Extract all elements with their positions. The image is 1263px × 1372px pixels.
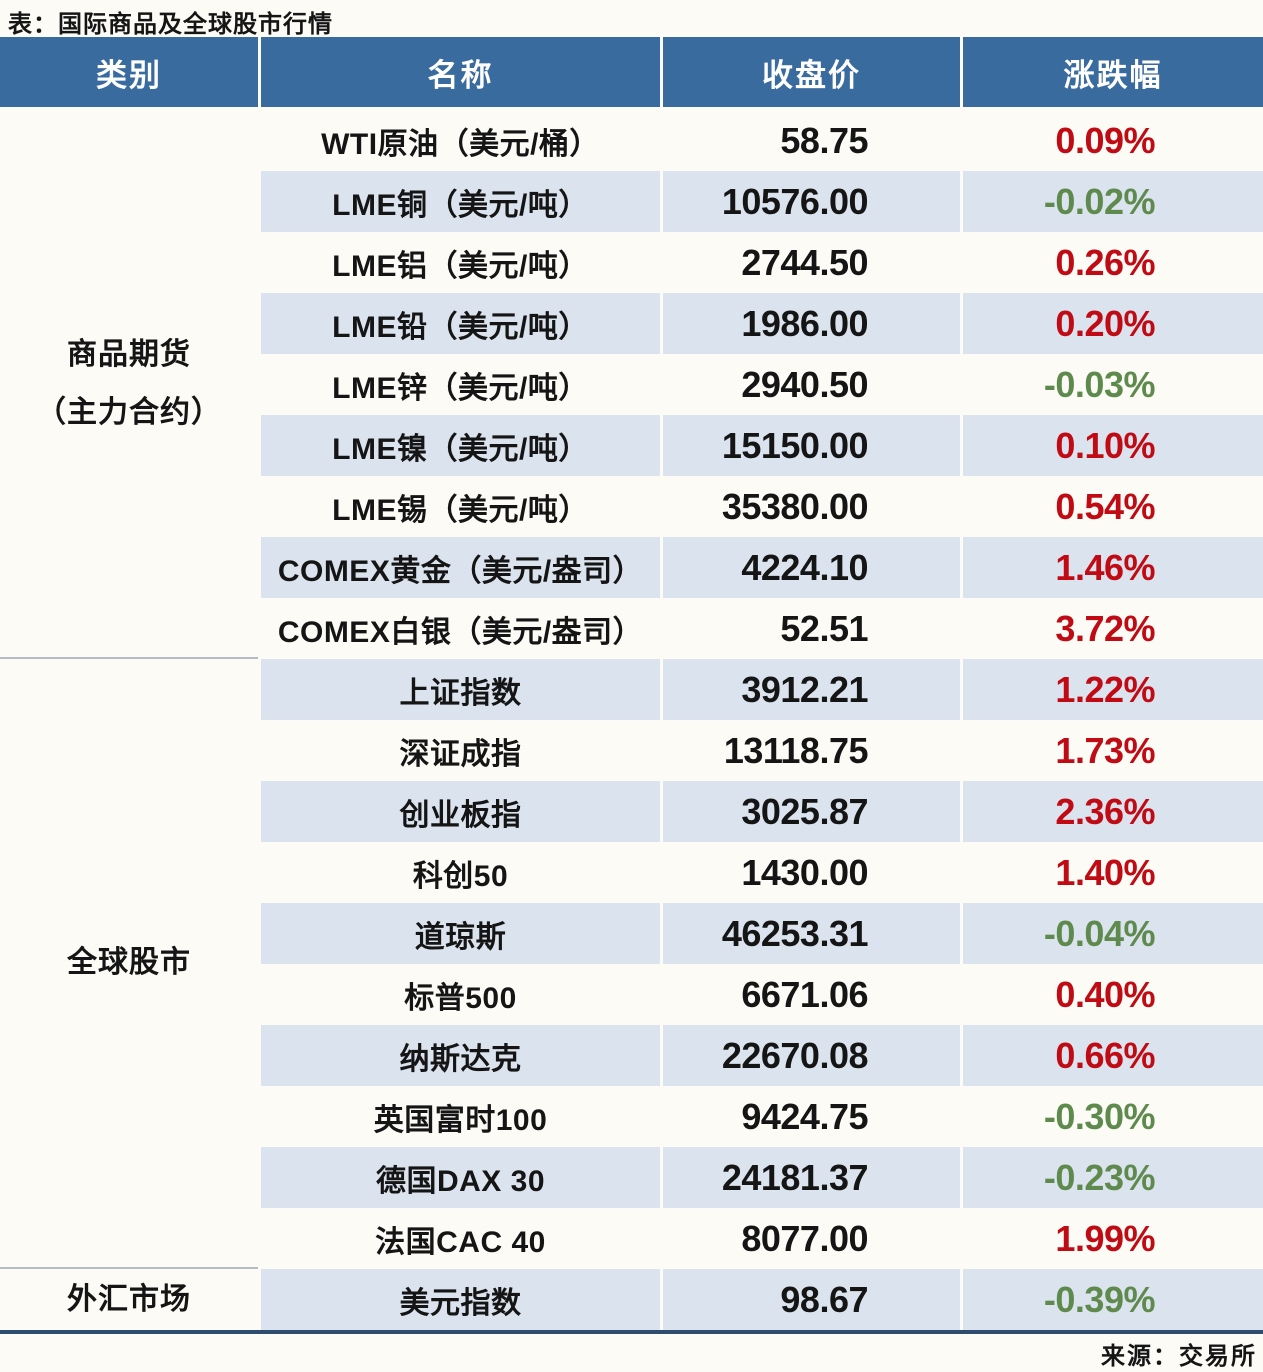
name-cell: 上证指数 [258, 659, 660, 720]
name-cell: 深证成指 [258, 720, 660, 781]
header-cell-category: 类别 [96, 57, 162, 93]
table-row: LME铜（美元/吨） 10576.00 -0.02% [258, 171, 1263, 232]
table-row: 上证指数 3912.21 1.22% [258, 659, 1263, 720]
name-cell: COMEX黄金（美元/盎司） [258, 537, 660, 598]
change-percent-cell: 1.22% [960, 659, 1263, 720]
table-row: LME锡（美元/吨） 35380.00 0.54% [258, 476, 1263, 537]
table-body: 商品期货 （主力合约） 全球股市外汇市场 WTI原油（美元/桶） 58.75 0.09%… [0, 110, 1263, 1330]
close-price-cell: 3025.87 [660, 781, 960, 842]
table-row: LME锌（美元/吨） 2940.50 -0.03% [258, 354, 1263, 415]
name-cell: LME铝（美元/吨） [258, 232, 660, 293]
change-percent-cell: 1.73% [960, 720, 1263, 781]
name-cell: 德国DAX 30 [258, 1147, 660, 1208]
close-price-cell: 2940.50 [660, 354, 960, 415]
close-price-cell: 9424.75 [660, 1086, 960, 1147]
name-cell: 科创50 [258, 842, 660, 903]
change-percent-cell: 1.99% [960, 1208, 1263, 1269]
change-percent-cell: 0.26% [960, 232, 1263, 293]
header-cell-change: 涨跌幅 [960, 37, 1263, 107]
market-table: 类别 名称 收盘价 涨跌幅 商品期货 （主力合约） 全球股市外汇市场 WTI原油（美… [0, 37, 1263, 1334]
close-price-cell: 8077.00 [660, 1208, 960, 1269]
table-row: 纳斯达克 22670.08 0.66% [258, 1025, 1263, 1086]
table-row: WTI原油（美元/桶） 58.75 0.09% [258, 110, 1263, 171]
change-percent-cell: 0.40% [960, 964, 1263, 1025]
category-column: 商品期货 （主力合约） 全球股市外汇市场 [0, 110, 258, 1330]
change-percent-cell: 0.66% [960, 1025, 1263, 1086]
close-price-cell: 6671.06 [660, 964, 960, 1025]
table-row: LME镍（美元/吨） 15150.00 0.10% [258, 415, 1263, 476]
close-price-cell: 4224.10 [660, 537, 960, 598]
change-percent-cell: 0.10% [960, 415, 1263, 476]
name-cell: 创业板指 [258, 781, 660, 842]
close-price-cell: 58.75 [660, 110, 960, 171]
close-price-cell: 10576.00 [660, 171, 960, 232]
table-row: 科创50 1430.00 1.40% [258, 842, 1263, 903]
name-cell: LME镍（美元/吨） [258, 415, 660, 476]
table-header: 类别 名称 收盘价 涨跌幅 [0, 37, 1263, 110]
change-percent-cell: 0.20% [960, 293, 1263, 354]
change-percent-cell: 0.54% [960, 476, 1263, 537]
table-row: COMEX黄金（美元/盎司） 4224.10 1.46% [258, 537, 1263, 598]
page-title: 表：国际商品及全球股市行情 [8, 11, 333, 38]
close-price-cell: 98.67 [660, 1269, 960, 1330]
change-percent-cell: -0.39% [960, 1269, 1263, 1330]
close-price-cell: 3912.21 [660, 659, 960, 720]
change-percent-cell: -0.02% [960, 171, 1263, 232]
table-row: 美元指数 98.67 -0.39% [258, 1269, 1263, 1330]
table-row: 创业板指 3025.87 2.36% [258, 781, 1263, 842]
table-rows: WTI原油（美元/桶） 58.75 0.09% LME铜（美元/吨） 10576.00-… [258, 110, 1263, 1330]
change-percent-cell: 3.72% [960, 598, 1263, 659]
change-percent-cell: 1.46% [960, 537, 1263, 598]
category-label: 外汇市场 [67, 1282, 191, 1316]
name-cell: 法国CAC 40 [258, 1208, 660, 1269]
close-price-cell: 1986.00 [660, 293, 960, 354]
table-row: LME铝（美元/吨） 2744.50 0.26% [258, 232, 1263, 293]
change-percent-cell: -0.30% [960, 1086, 1263, 1147]
change-percent-cell: 1.40% [960, 842, 1263, 903]
name-cell: COMEX白银（美元/盎司） [258, 598, 660, 659]
change-percent-cell: 2.36% [960, 781, 1263, 842]
table-row: 标普500 6671.06 0.40% [258, 964, 1263, 1025]
change-percent-cell: -0.03% [960, 354, 1263, 415]
name-cell: LME锌（美元/吨） [258, 354, 660, 415]
name-cell: 道琼斯 [258, 903, 660, 964]
name-cell: 美元指数 [258, 1269, 660, 1330]
category-section: 外汇市场 [0, 1269, 258, 1330]
close-price-cell: 24181.37 [660, 1147, 960, 1208]
header-cell-name: 名称 [258, 37, 660, 107]
table-row: 英国富时100 9424.75 -0.30% [258, 1086, 1263, 1147]
table-row: 道琼斯 46253.31 -0.04% [258, 903, 1263, 964]
table-row: 法国CAC 40 8077.00 1.99% [258, 1208, 1263, 1269]
name-cell: 标普500 [258, 964, 660, 1025]
name-cell: LME锡（美元/吨） [258, 476, 660, 537]
category-label: 全球股市 [67, 946, 191, 979]
category-label: 商品期货 （主力合约） [36, 337, 222, 429]
close-price-cell: 1430.00 [660, 842, 960, 903]
close-price-cell: 15150.00 [660, 415, 960, 476]
close-price-cell: 13118.75 [660, 720, 960, 781]
table-row: 德国DAX 30 24181.37 -0.23% [258, 1147, 1263, 1208]
close-price-cell: 46253.31 [660, 903, 960, 964]
table-row: LME铅（美元/吨） 1986.00 0.20% [258, 293, 1263, 354]
name-cell: LME铜（美元/吨） [258, 171, 660, 232]
category-section: 商品期货 （主力合约） [0, 110, 258, 659]
category-section: 全球股市 [0, 659, 258, 1269]
close-price-cell: 22670.08 [660, 1025, 960, 1086]
close-price-cell: 35380.00 [660, 476, 960, 537]
change-percent-cell: -0.04% [960, 903, 1263, 964]
change-percent-cell: 0.09% [960, 110, 1263, 171]
close-price-cell: 2744.50 [660, 232, 960, 293]
source-note: 来源：交易所 [1101, 1342, 1257, 1370]
name-cell: 英国富时100 [258, 1086, 660, 1147]
name-cell: 纳斯达克 [258, 1025, 660, 1086]
header-cell-close: 收盘价 [660, 37, 960, 107]
name-cell: LME铅（美元/吨） [258, 293, 660, 354]
table-row: 深证成指 13118.75 1.73% [258, 720, 1263, 781]
change-percent-cell: -0.23% [960, 1147, 1263, 1208]
table-row: COMEX白银（美元/盎司） 52.51 3.72% [258, 598, 1263, 659]
name-cell: WTI原油（美元/桶） [258, 110, 660, 171]
close-price-cell: 52.51 [660, 598, 960, 659]
